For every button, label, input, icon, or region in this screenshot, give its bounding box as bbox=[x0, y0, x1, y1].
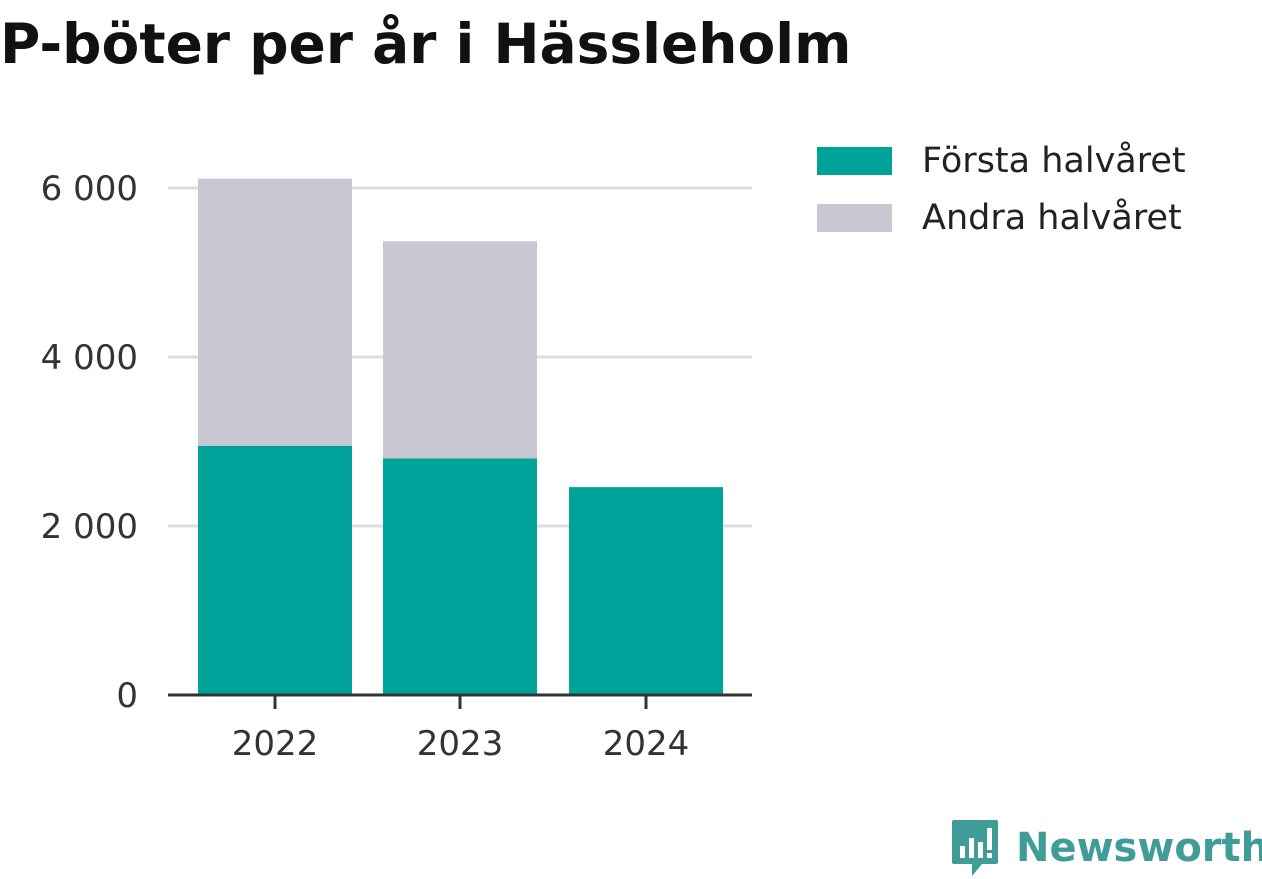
bar-2022-first-half bbox=[198, 445, 352, 695]
legend-swatch-first-half bbox=[817, 147, 892, 175]
bar-2023-second-half bbox=[383, 241, 537, 459]
legend-label-first-half: Första halvåret bbox=[922, 141, 1186, 181]
bars bbox=[198, 178, 723, 695]
y-tick-label-4000: 4 000 bbox=[41, 338, 138, 378]
x-tick-label-2023: 2023 bbox=[417, 724, 504, 764]
axes bbox=[168, 693, 752, 709]
x-tick-label-2024: 2024 bbox=[603, 724, 690, 764]
tick-labels: 0 2 000 4 000 6 000 2022 2023 2024 bbox=[41, 169, 690, 764]
bar-2022-second-half bbox=[198, 178, 352, 446]
y-tick-label-2000: 2 000 bbox=[41, 507, 138, 547]
brand-name: Newsworthy bbox=[1016, 825, 1262, 871]
legend: Första halvåret Andra halvåret bbox=[817, 140, 1186, 254]
bar-2024-first-half bbox=[569, 487, 723, 695]
legend-item-first-half: Första halvåret bbox=[817, 140, 1186, 182]
x-tick-label-2022: 2022 bbox=[232, 724, 319, 764]
legend-swatch-second-half bbox=[817, 204, 892, 232]
y-tick-label-6000: 6 000 bbox=[41, 169, 138, 209]
newsworthy-logo: Newsworthy bbox=[950, 818, 1262, 878]
legend-label-second-half: Andra halvåret bbox=[922, 198, 1182, 238]
legend-item-second-half: Andra halvåret bbox=[817, 197, 1186, 239]
bar-2023-first-half bbox=[383, 458, 537, 695]
newsworthy-logo-icon bbox=[952, 820, 998, 876]
chart-title: P-böter per år i Hässleholm bbox=[0, 12, 852, 76]
y-tick-label-0: 0 bbox=[116, 676, 138, 716]
